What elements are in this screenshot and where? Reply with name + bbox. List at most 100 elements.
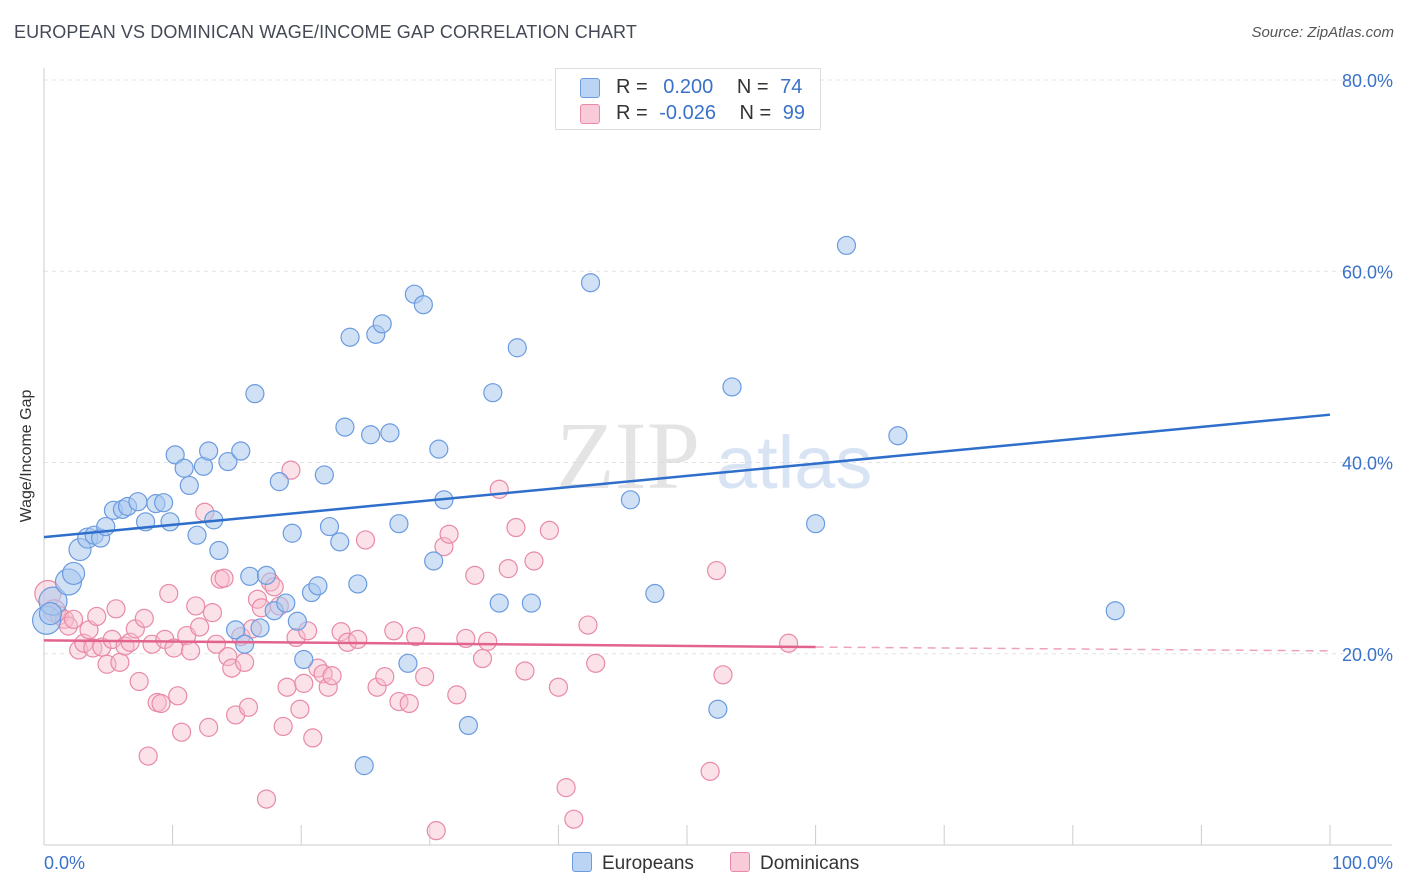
europeans-point (245, 384, 265, 404)
dominicans-trend-line (43, 639, 816, 649)
dominicans-point (384, 621, 404, 641)
europeans-point (179, 475, 199, 496)
dominicans-point (303, 728, 323, 748)
dominicans-point (578, 615, 598, 635)
bottom-legend-label-europeans: Europeans (602, 853, 694, 874)
dominicans-point (206, 634, 226, 654)
europeans-point (354, 756, 374, 776)
europeans-point (287, 611, 307, 631)
europeans-point (483, 383, 503, 403)
dominicans-point (190, 617, 210, 637)
europeans-point (836, 235, 857, 256)
europeans-point (218, 451, 238, 472)
dominicans-point (199, 717, 219, 737)
dominicans-point (406, 626, 426, 647)
dominicans-point (331, 622, 351, 642)
dominicans-point (524, 551, 544, 571)
europeans-point (269, 472, 289, 492)
europeans-point (276, 593, 296, 613)
axes (43, 68, 1392, 846)
x-tick-label: 100.0% (1332, 853, 1393, 873)
dominicans-point (778, 633, 799, 653)
dominicans-point (281, 460, 301, 480)
dominicans-point (322, 666, 342, 686)
dominicans-point (564, 809, 584, 829)
chart-title: EUROPEAN VS DOMINICAN WAGE/INCOME GAP CO… (14, 22, 637, 42)
legend-swatch-dominicans (580, 104, 600, 124)
dominicans-point (706, 560, 727, 581)
dominicans-point (515, 661, 535, 681)
y-tick-label: 20.0% (1342, 645, 1393, 665)
europeans-point (199, 441, 219, 461)
dominicans-point (447, 685, 467, 705)
europeans-point (413, 295, 433, 315)
dominicans-point (87, 606, 107, 627)
dominicans-point (355, 530, 376, 550)
europeans-point (61, 561, 86, 586)
bottom-legend-label-dominicans: Dominicans (760, 853, 860, 874)
dominicans-point (256, 789, 277, 809)
bottom-legend-dominicans: Dominicans (730, 852, 859, 875)
x-tick-label: 0.0% (44, 853, 85, 873)
y-tick-label: 80.0% (1342, 71, 1393, 91)
dominicans-point (202, 603, 223, 623)
europeans-points (31, 235, 1125, 776)
europeans-point (235, 634, 255, 654)
bottom-legend-swatch-europeans (572, 852, 592, 872)
legend-swatch-europeans (580, 78, 600, 98)
dominicans-point (138, 746, 158, 766)
dominicans-point (713, 665, 733, 685)
europeans-point (429, 439, 449, 459)
dominicans-point (472, 648, 493, 669)
dominicans-point (142, 634, 162, 654)
europeans-point (521, 593, 541, 613)
dominicans-point (186, 596, 206, 616)
europeans-point (620, 490, 641, 510)
dominicans-point (218, 647, 238, 667)
europeans-point (231, 441, 251, 461)
europeans-point (348, 574, 368, 594)
europeans-point (722, 377, 742, 397)
dominicans-point (134, 608, 154, 628)
europeans-point (226, 620, 246, 640)
dominicans-point (159, 583, 179, 604)
europeans-point (458, 715, 478, 736)
europeans-point (1105, 601, 1125, 621)
trend-lines (43, 413, 1331, 652)
europeans-point (489, 593, 509, 613)
dominicans-point (92, 637, 112, 657)
grid-lines (44, 79, 1392, 655)
europeans-point (340, 327, 360, 347)
bottom-legend-swatch-dominicans (730, 852, 750, 872)
europeans-point (308, 576, 328, 596)
legend-r-label: R = (616, 76, 648, 98)
dominicans-point (294, 673, 314, 693)
europeans-point (160, 512, 180, 532)
europeans-trend-line (43, 413, 1331, 539)
dominicans-point (290, 699, 310, 719)
dominicans-point (399, 693, 419, 714)
legend-n-value: 74 (780, 76, 803, 98)
dominicans-point (367, 677, 387, 697)
dominicans-point (506, 517, 526, 538)
dominicans-point (129, 671, 149, 692)
europeans-point (335, 417, 355, 437)
dominicans-point (172, 722, 192, 742)
dominicans-point (106, 599, 126, 619)
europeans-point (256, 565, 277, 585)
dominicans-point (168, 686, 188, 706)
europeans-point (330, 532, 350, 552)
europeans-point (187, 525, 207, 545)
dominicans-point (318, 677, 338, 697)
europeans-point (319, 516, 340, 537)
legend-r-value: 0.200 (663, 76, 714, 98)
y-tick-label: 60.0% (1342, 262, 1393, 282)
watermark-atlas: atlas (716, 421, 872, 504)
dominicans-point (478, 631, 498, 651)
europeans-point (294, 649, 314, 670)
europeans-point (174, 458, 194, 478)
dominicans-point (439, 524, 459, 544)
dominicans-point (63, 609, 84, 629)
legend-text-europeans: R = 0.200 N = 74 (616, 76, 802, 99)
